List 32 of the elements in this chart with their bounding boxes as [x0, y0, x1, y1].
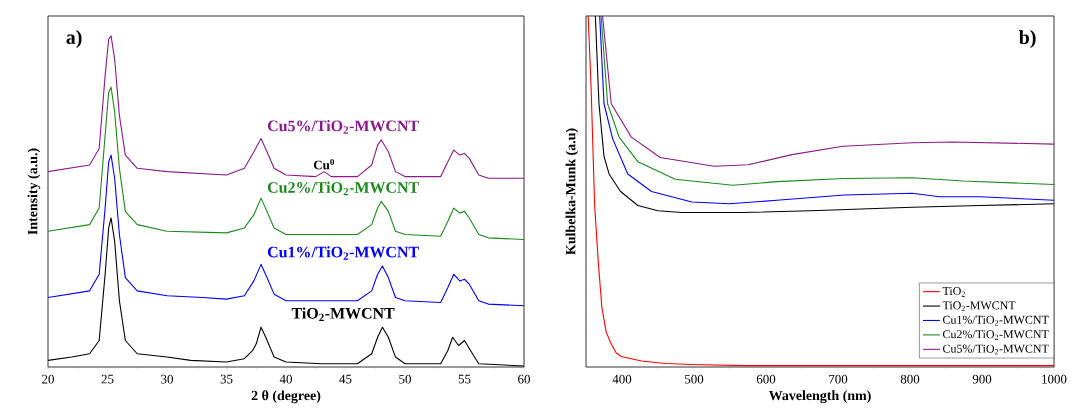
series-label: Cu5%/TiO$_{2}$-MWCNT — [267, 120, 419, 134]
legend-label: Cu1%/TiO$_{2}$-MWCNT — [942, 315, 1049, 326]
x-axis-title: Wavelength (nm) — [768, 390, 871, 404]
legend-label: TiO$_{2}$ — [942, 286, 965, 297]
x-tick-label: 600 — [756, 374, 776, 384]
x-tick-label: 400 — [612, 374, 632, 384]
legend-label: Cu5%/TiO$_{2}$-MWCNT — [942, 344, 1049, 355]
x-tick-label: 800 — [900, 374, 920, 384]
text: b) — [1018, 30, 1036, 49]
x-axis-title: 2 θ (degree) — [251, 390, 321, 404]
x-tick-label: 60 — [518, 374, 530, 384]
x-tick-label: 20 — [42, 374, 54, 384]
chart-title: a) — [66, 30, 82, 49]
x-tick-label: 500 — [685, 374, 704, 384]
x-tick-label: 55 — [458, 374, 471, 384]
x-tick-label: 25 — [101, 374, 114, 384]
x-tick-label: 35 — [220, 374, 233, 384]
x-tick-label: 30 — [161, 374, 173, 384]
y-axis-title: Kulbelka-Munk (a.u) — [565, 128, 579, 255]
series-label: Cu1%/TiO$_{2}$-MWCNT — [267, 246, 419, 260]
annotation: Cu$^{0}$ — [313, 158, 335, 170]
x-tick-label: 700 — [829, 374, 848, 384]
x-tick-label: 50 — [399, 374, 411, 384]
y-axis-title: Intensity (a.u.) — [27, 148, 41, 235]
series-label: TiO$_{2}$-MWCNT — [291, 307, 395, 322]
x-tick-label: 900 — [972, 374, 992, 384]
x-tick-label: 45 — [339, 374, 352, 384]
legend-label: Cu2%/TiO$_{2}$-MWCNT — [942, 330, 1049, 340]
legend-label: TiO$_{2}$-MWCNT — [942, 301, 1016, 312]
series-label: Cu2%/TiO$_{2}$-MWCNT — [267, 181, 419, 196]
x-tick-label: 40 — [279, 374, 292, 384]
x-tick-label: 1000 — [1042, 374, 1067, 384]
